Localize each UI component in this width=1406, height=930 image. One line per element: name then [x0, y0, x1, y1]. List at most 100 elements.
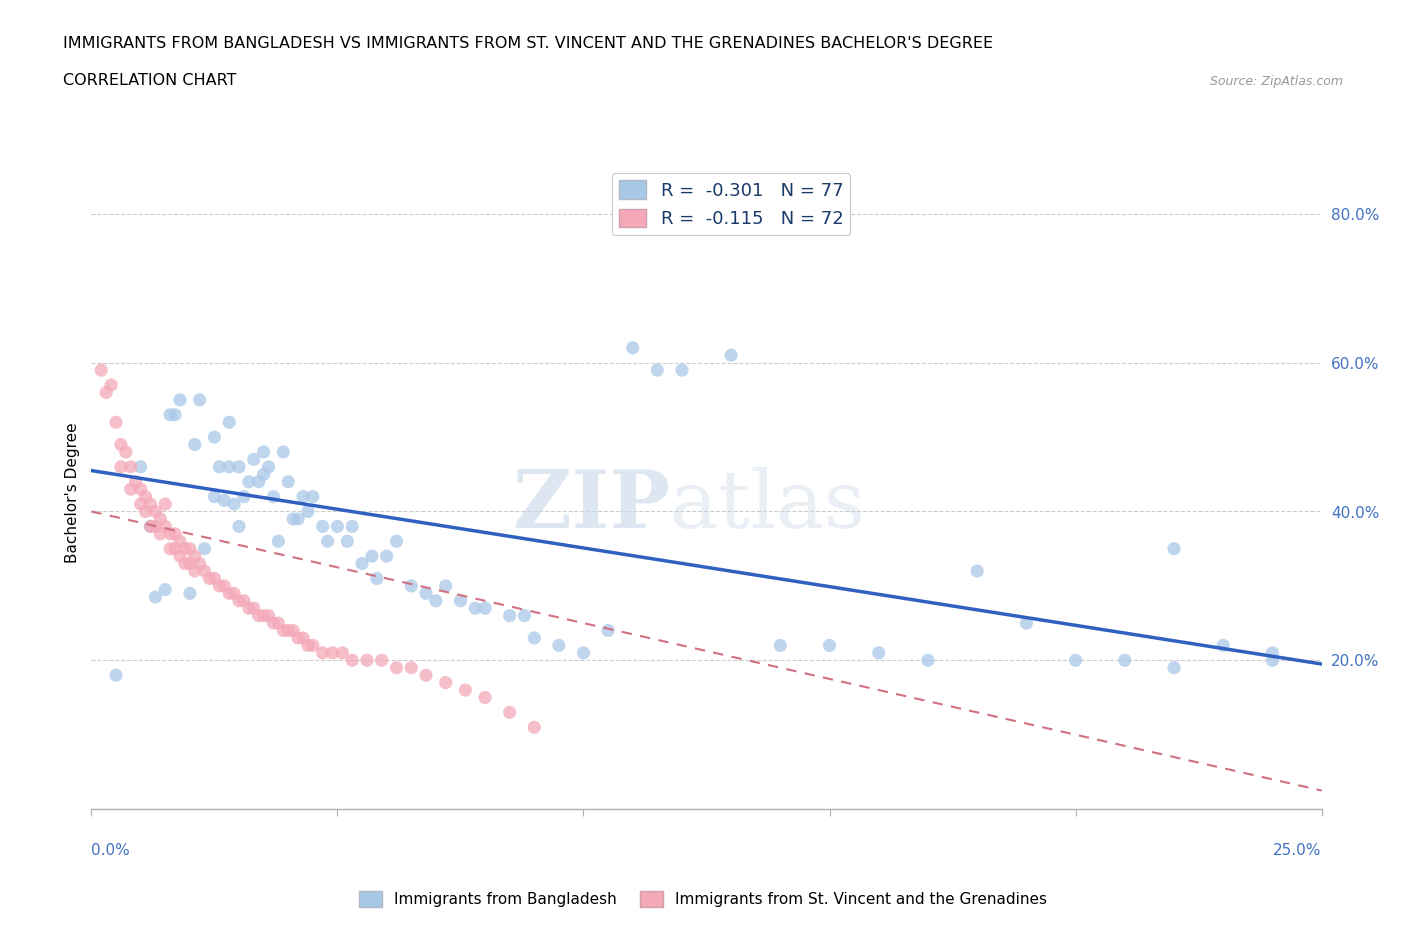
Point [498, 705, 520, 720]
Point [281, 512, 304, 526]
Point [917, 653, 939, 668]
Point [271, 623, 295, 638]
Point [281, 623, 304, 638]
Point [474, 690, 496, 705]
Point [120, 459, 142, 474]
Point [291, 631, 314, 645]
Point [464, 601, 486, 616]
Point [242, 452, 264, 467]
Point [188, 556, 211, 571]
Text: 25.0%: 25.0% [1274, 844, 1322, 858]
Text: CORRELATION CHART: CORRELATION CHART [63, 73, 236, 88]
Point [415, 586, 437, 601]
Point [297, 638, 319, 653]
Point [129, 482, 152, 497]
Point [301, 489, 323, 504]
Point [179, 586, 201, 601]
Point [169, 549, 191, 564]
Text: ZIP: ZIP [513, 467, 669, 545]
Point [370, 653, 392, 668]
Point [449, 593, 471, 608]
Point [212, 578, 235, 593]
Point [1261, 645, 1284, 660]
Point [218, 459, 240, 474]
Point [1015, 616, 1038, 631]
Point [100, 378, 122, 392]
Point [193, 564, 217, 578]
Point [212, 493, 235, 508]
Point [238, 474, 260, 489]
Point [262, 616, 284, 631]
Point [145, 590, 166, 604]
Point [366, 571, 388, 586]
Point [183, 564, 207, 578]
Point [110, 437, 132, 452]
Point [262, 489, 284, 504]
Point [238, 601, 260, 616]
Point [129, 497, 152, 512]
Point [242, 601, 264, 616]
Point [340, 653, 363, 668]
Point [336, 534, 359, 549]
Point [129, 459, 152, 474]
Point [228, 459, 250, 474]
Point [415, 668, 437, 683]
Point [159, 407, 181, 422]
Point [1212, 638, 1234, 653]
Point [621, 340, 644, 355]
Point [454, 683, 477, 698]
Point [1163, 541, 1185, 556]
Point [316, 534, 339, 549]
Point [208, 459, 231, 474]
Point [671, 363, 693, 378]
Point [267, 616, 290, 631]
Point [287, 512, 309, 526]
Y-axis label: Bachelor's Degree: Bachelor's Degree [65, 422, 80, 564]
Point [153, 582, 177, 597]
Point [1064, 653, 1087, 668]
Point [228, 593, 250, 608]
Point [120, 482, 142, 497]
Text: Source: ZipAtlas.com: Source: ZipAtlas.com [1209, 75, 1343, 88]
Point [228, 519, 250, 534]
Point [179, 541, 201, 556]
Point [474, 601, 496, 616]
Point [645, 363, 669, 378]
Point [340, 519, 363, 534]
Legend: R =  -0.301   N = 77, R =  -0.115   N = 72: R = -0.301 N = 77, R = -0.115 N = 72 [612, 173, 851, 235]
Point [218, 586, 240, 601]
Point [193, 541, 217, 556]
Point [498, 608, 520, 623]
Point [425, 593, 447, 608]
Point [163, 526, 186, 541]
Point [385, 534, 408, 549]
Point [399, 660, 422, 675]
Point [572, 645, 595, 660]
Point [145, 504, 166, 519]
Point [232, 489, 256, 504]
Point [596, 623, 619, 638]
Point [352, 556, 374, 571]
Point [145, 519, 166, 534]
Point [513, 608, 536, 623]
Point [434, 675, 457, 690]
Point [247, 474, 270, 489]
Text: atlas: atlas [669, 467, 865, 545]
Point [218, 415, 240, 430]
Text: IMMIGRANTS FROM BANGLADESH VS IMMIGRANTS FROM ST. VINCENT AND THE GRENADINES BAC: IMMIGRANTS FROM BANGLADESH VS IMMIGRANTS… [63, 36, 994, 51]
Point [139, 519, 162, 534]
Point [202, 489, 225, 504]
Point [202, 430, 225, 445]
Legend: Immigrants from Bangladesh, Immigrants from St. Vincent and the Grenadines: Immigrants from Bangladesh, Immigrants f… [353, 884, 1053, 913]
Point [1261, 653, 1284, 668]
Point [1114, 653, 1136, 668]
Point [202, 571, 225, 586]
Point [271, 445, 295, 459]
Point [253, 467, 276, 482]
Point [179, 556, 201, 571]
Point [326, 519, 349, 534]
Point [159, 541, 181, 556]
Point [818, 638, 841, 653]
Point [253, 608, 276, 623]
Point [311, 519, 335, 534]
